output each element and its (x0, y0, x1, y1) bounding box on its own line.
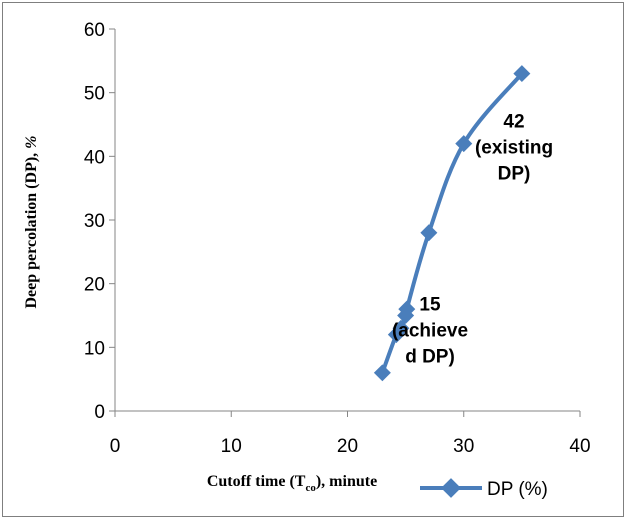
annotations: 42 (existing DP) 15 (achieve d DP) (392, 112, 553, 368)
data-point (420, 224, 438, 242)
y-tick-label: 60 (84, 20, 105, 41)
x-tick-label: 30 (453, 436, 474, 457)
data-point (513, 65, 531, 83)
y-axis-title-unit: % (23, 136, 40, 149)
x-axis-title: Cutoff time (Tco), minute (207, 473, 377, 494)
y-tick-label: 30 (84, 211, 105, 232)
legend: DP (%) (420, 478, 548, 500)
data-point (455, 135, 473, 153)
x-axis-title-tail: ), minute (316, 473, 377, 490)
y-axis-title-main: Deep percolation (DP), (23, 149, 40, 309)
legend-marker (441, 478, 461, 498)
annotation-line: (achieve (392, 321, 468, 342)
annotation-label: 42 (existing DP) (475, 112, 553, 185)
series-markers (373, 65, 531, 382)
x-axis-title-main: Cutoff time (T (207, 473, 306, 490)
annotation-line: (existing (475, 138, 553, 159)
annotation-label: 15 (achieve d DP) (392, 295, 468, 368)
x-tick-label: 20 (337, 436, 358, 457)
y-tick-label: 0 (94, 402, 105, 423)
data-point (392, 319, 410, 337)
annotation-line: 15 (419, 295, 441, 316)
data-point (398, 300, 416, 318)
annotation-line: d DP) (405, 347, 455, 368)
annotation-line: 42 (503, 112, 524, 133)
x-tick-label: 0 (110, 436, 121, 457)
y-ticks: 0 10 20 30 40 50 60 (84, 20, 115, 423)
y-axis-title: Deep percolation (DP), % (23, 136, 40, 309)
x-ticks: 0 10 20 30 40 (110, 411, 591, 457)
x-tick-label: 10 (221, 436, 242, 457)
legend-label: DP (%) (487, 479, 548, 500)
y-tick-label: 20 (84, 275, 105, 296)
x-axis-title-sub: co (305, 482, 316, 494)
data-point (373, 364, 391, 382)
y-tick-label: 50 (84, 84, 105, 105)
x-tick-label: 40 (569, 436, 590, 457)
annotation-line: DP) (498, 164, 531, 185)
y-tick-label: 10 (84, 338, 105, 359)
y-tick-label: 40 (84, 147, 105, 168)
